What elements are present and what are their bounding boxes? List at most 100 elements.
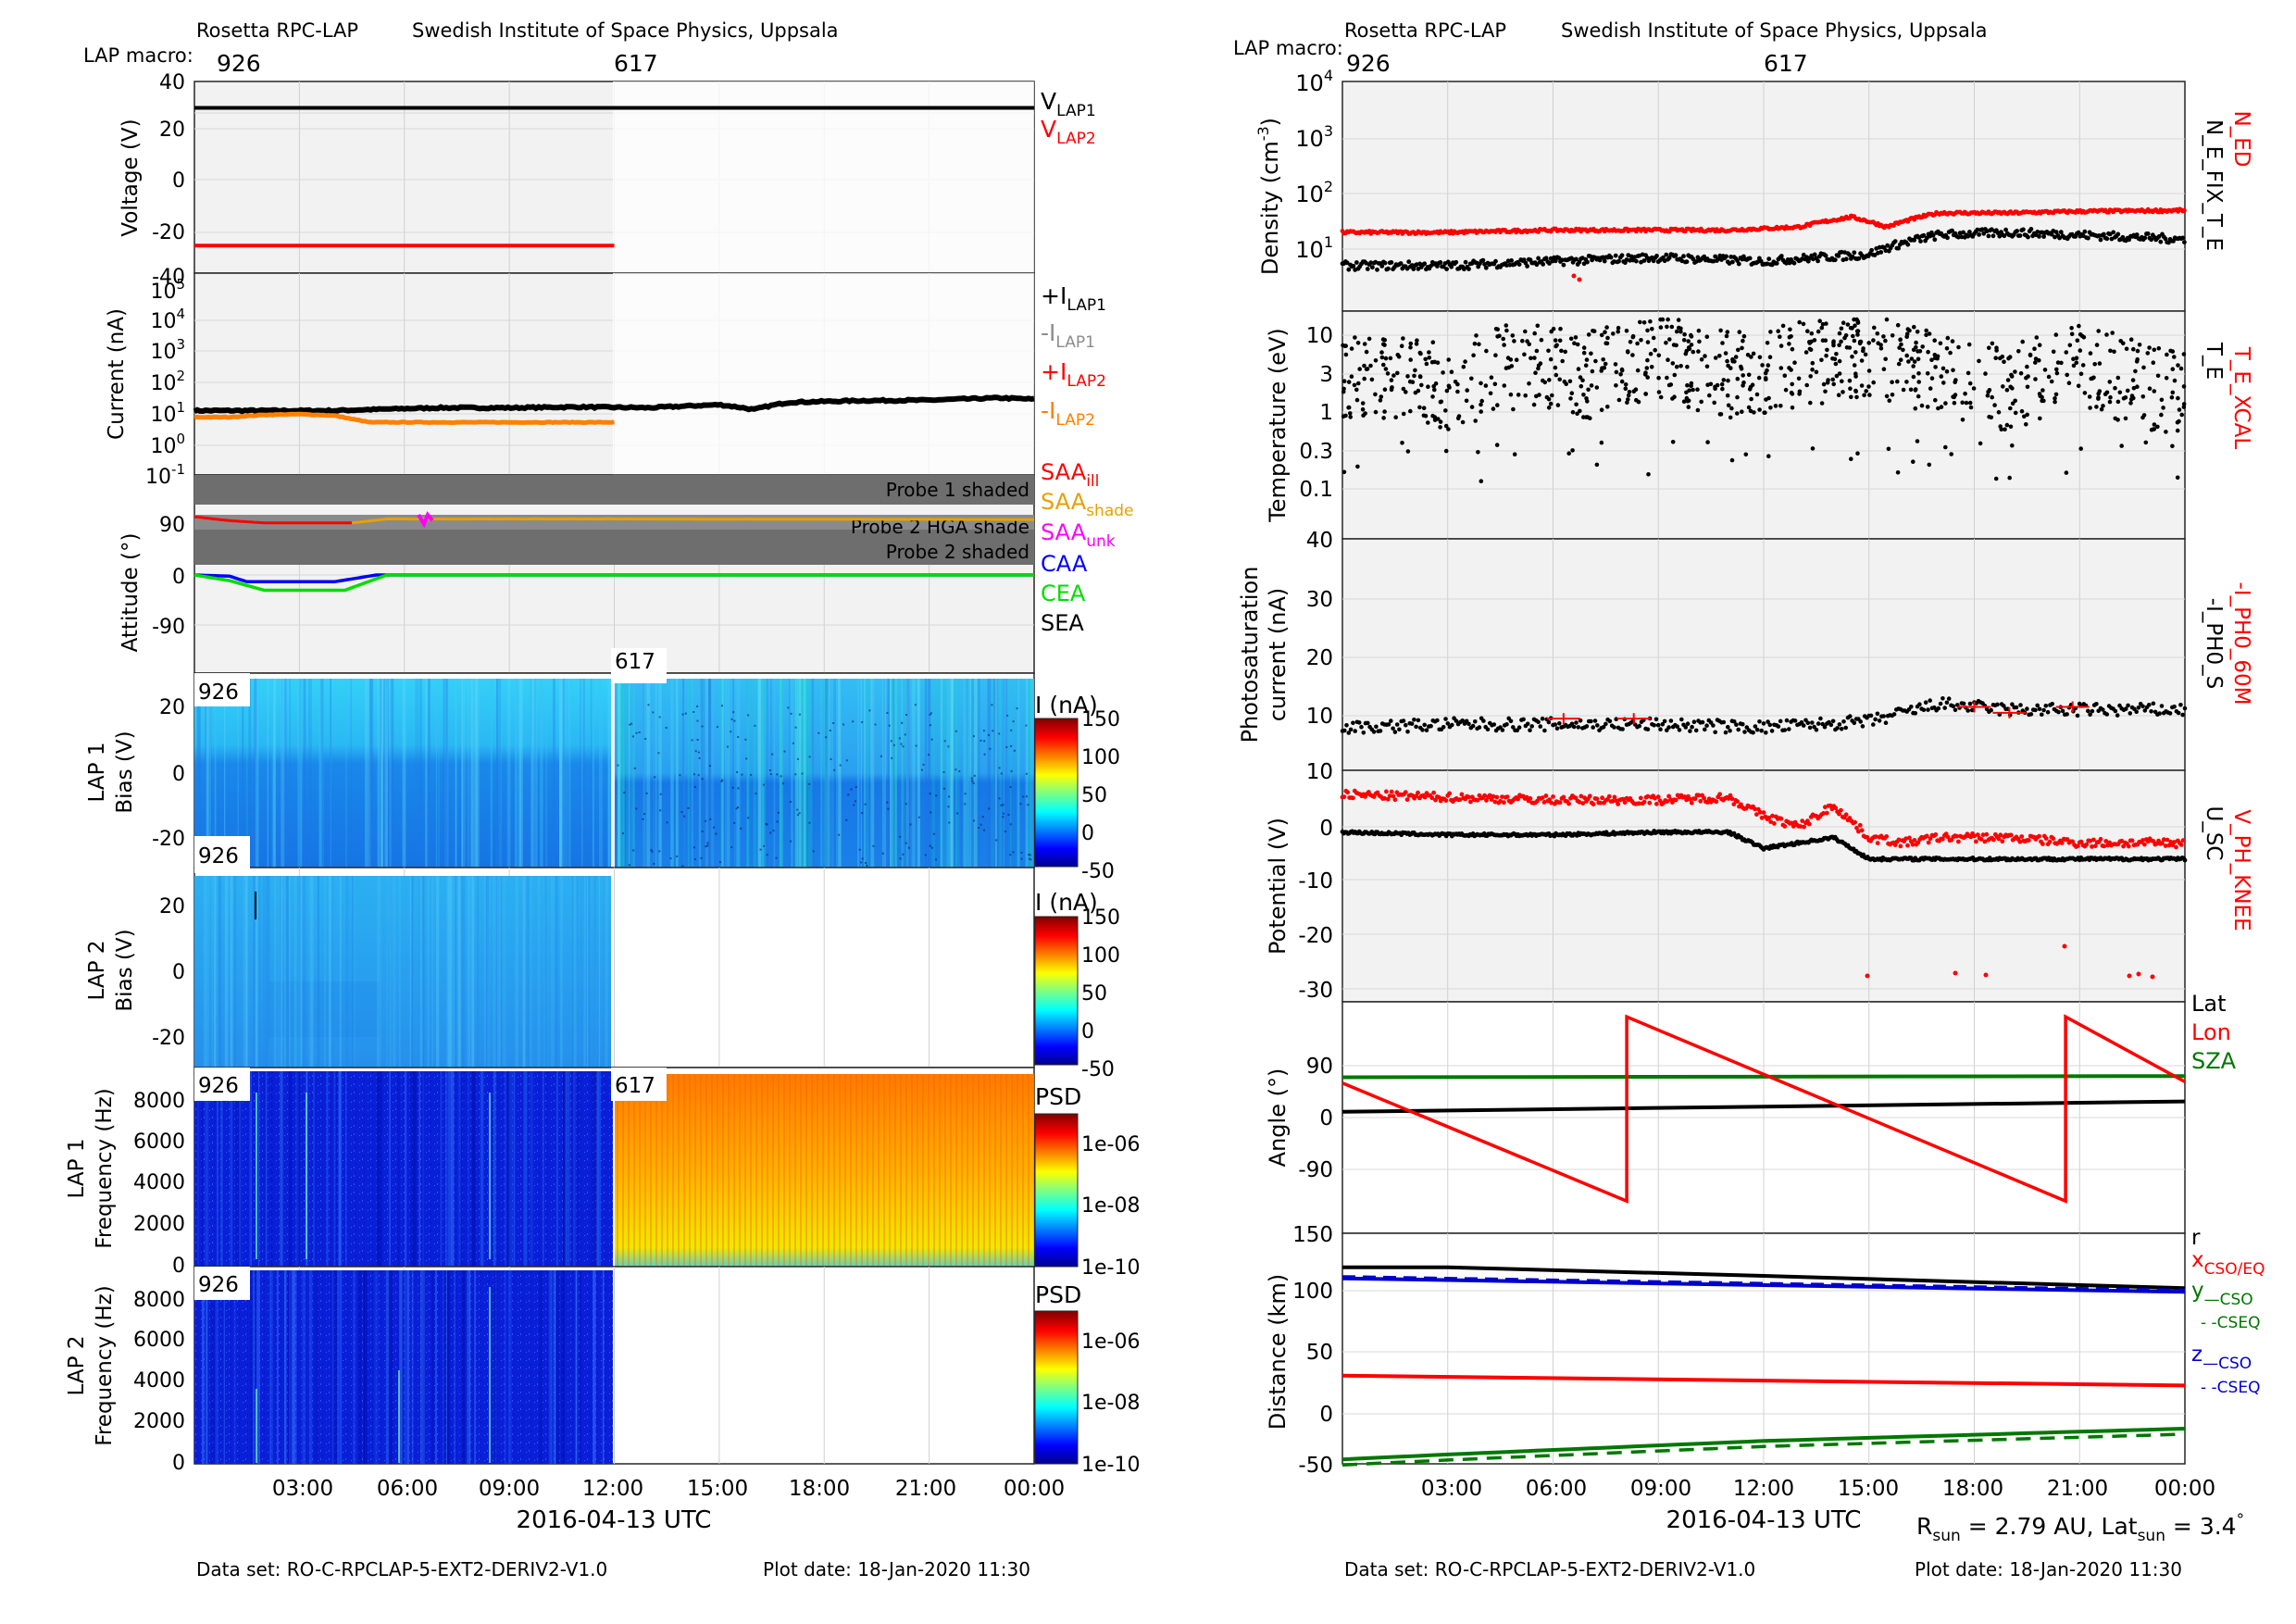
data-point [1379,264,1385,269]
data-point [2113,708,2118,714]
data-point [1529,356,1533,361]
data-point [1824,321,1828,326]
data-point [1582,795,1587,801]
data-point [2159,704,2165,708]
photo-ytick: 40 [1306,529,1333,553]
data-point [2086,708,2090,714]
data-point [2028,353,2033,358]
right-dataset: Data set: RO-C-RPCLAP-5-EXT2-DERIV2-V1.0 [1344,1558,1755,1580]
temp-side-te: T_E [2202,342,2226,380]
data-point [1373,409,1379,415]
data-point [1647,800,1653,806]
data-point [1852,720,1857,726]
data-point [1463,359,1467,364]
data-point [1687,388,1691,394]
data-point [1554,726,1560,731]
data-point [1831,381,1836,387]
data-point [2118,339,2123,344]
data-point [1408,344,1413,350]
data-point [1699,357,1704,362]
data-point [1614,798,1619,804]
data-point [1546,406,1552,410]
data-point [1605,335,1610,341]
pot-side-knee: V_PH_KNEE [2229,809,2253,931]
data-point [1523,329,1528,334]
data-point [1532,331,1537,336]
data-point [1581,350,1587,356]
series-saa-ill [193,515,353,525]
data-point [1355,464,1360,469]
data-point [2170,349,2176,354]
data-point [1645,340,1651,344]
data-point [2140,394,2146,399]
data-point [1915,840,1921,845]
data-point [1443,798,1449,803]
data-point [1690,724,1694,730]
data-point [1804,382,1809,388]
data-point [1470,723,1476,729]
data-point [1791,824,1796,829]
data-point [1743,452,1749,457]
panel-current: 105 104 103 102 101 100 10-1 Current (nA… [105,272,1106,489]
data-point [2013,369,2017,374]
data-point [1529,724,1534,729]
data-point [1364,349,1369,355]
data-point [1559,348,1564,354]
data-point [1616,802,1620,806]
data-point [1787,342,1791,346]
data-point [1586,332,1591,337]
data-point [1735,799,1740,804]
data-point [1416,388,1421,394]
data-point [2115,418,2120,422]
data-point [1907,835,1912,841]
data-point [1703,354,1707,358]
data-point [1666,317,1670,322]
lap1-bias-colorbar [1034,718,1079,868]
data-point [1792,718,1798,723]
data-point [1943,831,1949,836]
legend-minus-i-lap2: -ILAP2 [1041,397,1095,430]
legend-lat: Lat [2191,991,2227,1017]
data-point [1414,342,1419,346]
data-point [1936,406,1940,411]
data-point [1732,359,1737,364]
data-point [1898,843,1903,849]
data-point [1422,722,1427,728]
data-point [1828,803,1833,808]
data-point [1366,336,1372,342]
data-point [1533,370,1538,376]
legend-r: r [2191,1226,2201,1250]
data-point [1817,319,1822,324]
photo-ytick: 10 [1306,705,1333,729]
lap2-freq-tag-926: 926 [198,1273,239,1297]
left-xtick: 21:00 [895,1477,956,1501]
data-point [2033,360,2038,365]
data-point [1504,794,1510,799]
left-plotdate: Plot date: 18-Jan-2020 11:30 [763,1558,1030,1580]
data-point [1638,795,1643,801]
data-point [1869,247,1874,253]
data-point [1566,801,1571,806]
data-point [1602,258,1607,264]
data-point [1674,364,1679,369]
data-point [1528,795,1533,801]
shade-label-probe1: Probe 1 shaded [886,479,1029,501]
data-point [1965,708,1970,713]
data-point [1554,372,1559,378]
data-point [1841,719,1846,724]
data-point [1501,336,1505,342]
data-point [2053,396,2057,401]
data-point [2065,712,2069,717]
panel-distance: 100 50 0 -50 Distance (km) r xCSO/EQ y—C… [1265,1226,2265,1478]
data-point [2026,234,2030,240]
data-point [1926,707,1930,712]
lap2-freq-ytick: 0 [172,1452,185,1475]
data-point [1357,367,1362,371]
data-point [1998,832,2003,838]
data-point [1414,724,1418,730]
data-point [1705,440,1710,444]
current-ytick: 100 [150,431,185,458]
data-point [2163,236,2168,242]
temp-side-xcal: T_E_XCAL [2229,346,2253,449]
data-point [1689,332,1693,338]
